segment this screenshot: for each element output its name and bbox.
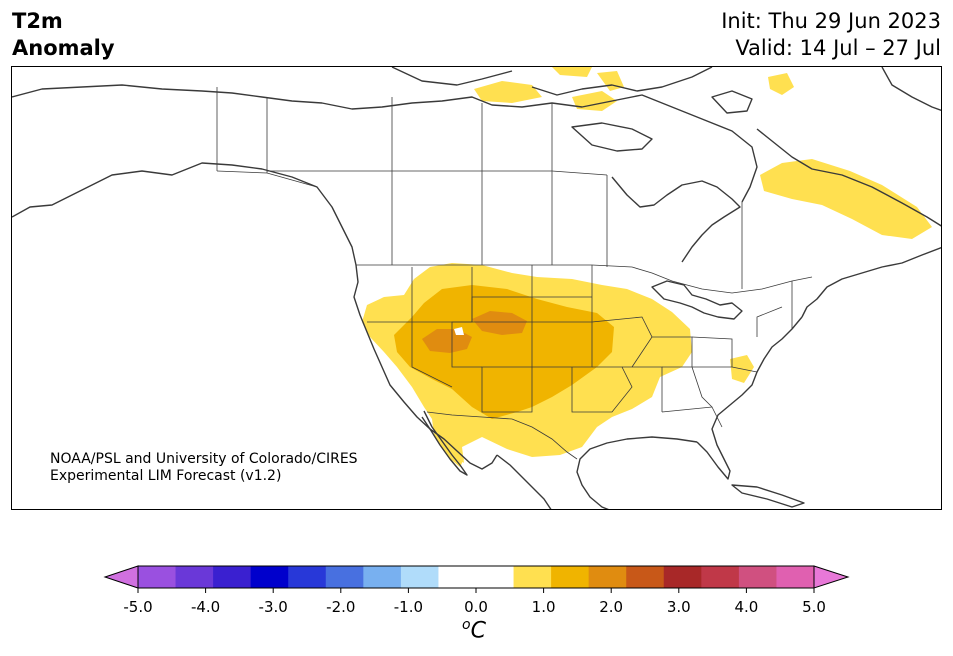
- coast-east: [696, 316, 803, 480]
- colorbar-cell: [626, 566, 665, 588]
- colorbar-tick-label: -3.0: [258, 598, 288, 616]
- anomaly-weak-arctic3: [552, 67, 592, 77]
- anomaly-strong-2: [472, 311, 527, 335]
- coast-islands-4: [711, 90, 753, 114]
- colorbar-cell: [250, 566, 289, 588]
- border-us-canada: [356, 264, 813, 294]
- colorbar-cell: [175, 566, 214, 588]
- anomaly-map: NOAA/PSL and University of Colorado/CIRE…: [11, 66, 942, 510]
- colorbar-cell: [288, 566, 327, 588]
- colorbar-cell: [400, 566, 439, 588]
- anomaly-shading: [362, 67, 932, 467]
- colorbar-tick-label: -1.0: [393, 598, 424, 616]
- colorbar-cell: [363, 566, 402, 588]
- colorbar-tick-label: 2.0: [599, 598, 624, 616]
- colorbar-cell: [213, 566, 252, 588]
- colorbar-tick-label: -2.0: [326, 598, 356, 616]
- units-letter: C: [470, 618, 486, 644]
- colorbar-cell: [476, 566, 515, 588]
- coast-baja: [421, 410, 468, 476]
- credit-line-1: NOAA/PSL and University of Colorado/CIRE…: [50, 451, 358, 467]
- colorbar-tick-label: 5.0: [802, 598, 826, 616]
- colorbar-cell: [588, 566, 627, 588]
- coast-gulf: [576, 436, 698, 509]
- anomaly-weak-quebec: [760, 159, 932, 239]
- colorbar-tick-label: -5.0: [123, 598, 153, 616]
- colorbar-cell: [551, 566, 590, 588]
- coast-maritimes: [801, 247, 941, 318]
- colorbar-right-arrow: [813, 565, 850, 589]
- border-us-mexico: [426, 411, 578, 460]
- colorbar-cell: [701, 566, 740, 588]
- coast-islands-1: [391, 67, 513, 86]
- colorbar-left-arrow: [103, 565, 139, 589]
- coast-cuba: [731, 484, 805, 508]
- colorbar-cell: [513, 566, 552, 588]
- colorbar-cell: [438, 566, 477, 588]
- coast-hudson: [611, 176, 741, 263]
- date-info: Init: Thu 29 Jun 2023 Valid: 14 Jul – 27…: [721, 8, 941, 62]
- credit-line-2: Experimental LIM Forecast (v1.2): [50, 468, 282, 484]
- colorbar-units: oC: [462, 617, 486, 643]
- colorbar-frame: [137, 565, 815, 589]
- colorbar-tick-label: -4.0: [190, 598, 221, 616]
- colorbar-cell: [663, 566, 702, 588]
- anomaly-weak-arctic5: [768, 73, 794, 95]
- coast-greenland: [881, 67, 941, 112]
- units-degree: o: [462, 617, 471, 633]
- title-line-2: Anomaly: [12, 36, 115, 60]
- coast-labrador: [756, 128, 941, 227]
- init-date: Init: Thu 29 Jun 2023: [721, 9, 941, 33]
- colorbar-tick-label: 0.0: [464, 598, 488, 616]
- borders: [216, 87, 813, 460]
- colorbar-tick-label: 1.0: [531, 598, 556, 616]
- anomaly-weak-arctic2: [572, 91, 617, 111]
- colorbar-cell: [138, 566, 177, 588]
- colorbar-tick-label: 3.0: [666, 598, 691, 616]
- title-line-1: T2m: [12, 9, 63, 33]
- map-title: T2m Anomaly: [12, 8, 115, 62]
- coastlines: [12, 67, 941, 509]
- coast-great-lakes: [651, 280, 743, 320]
- map-canvas: [12, 67, 941, 509]
- coast-islands-3: [571, 122, 653, 152]
- anomaly-weak-arctic1: [474, 81, 542, 103]
- coast-arctic: [12, 84, 758, 203]
- anomaly-weak-arctic4: [597, 71, 624, 91]
- coast-mexico-west: [496, 454, 552, 509]
- credit-text: NOAA/PSL and University of Colorado/CIRE…: [50, 451, 358, 485]
- valid-date: Valid: 14 Jul – 27 Jul: [735, 36, 941, 60]
- colorbar-cell: [776, 566, 815, 588]
- colorbar-cell: [325, 566, 364, 588]
- coast-islands-2: [531, 67, 713, 96]
- colorbar-cell: [738, 566, 777, 588]
- colorbar-tick-label: 4.0: [734, 598, 759, 616]
